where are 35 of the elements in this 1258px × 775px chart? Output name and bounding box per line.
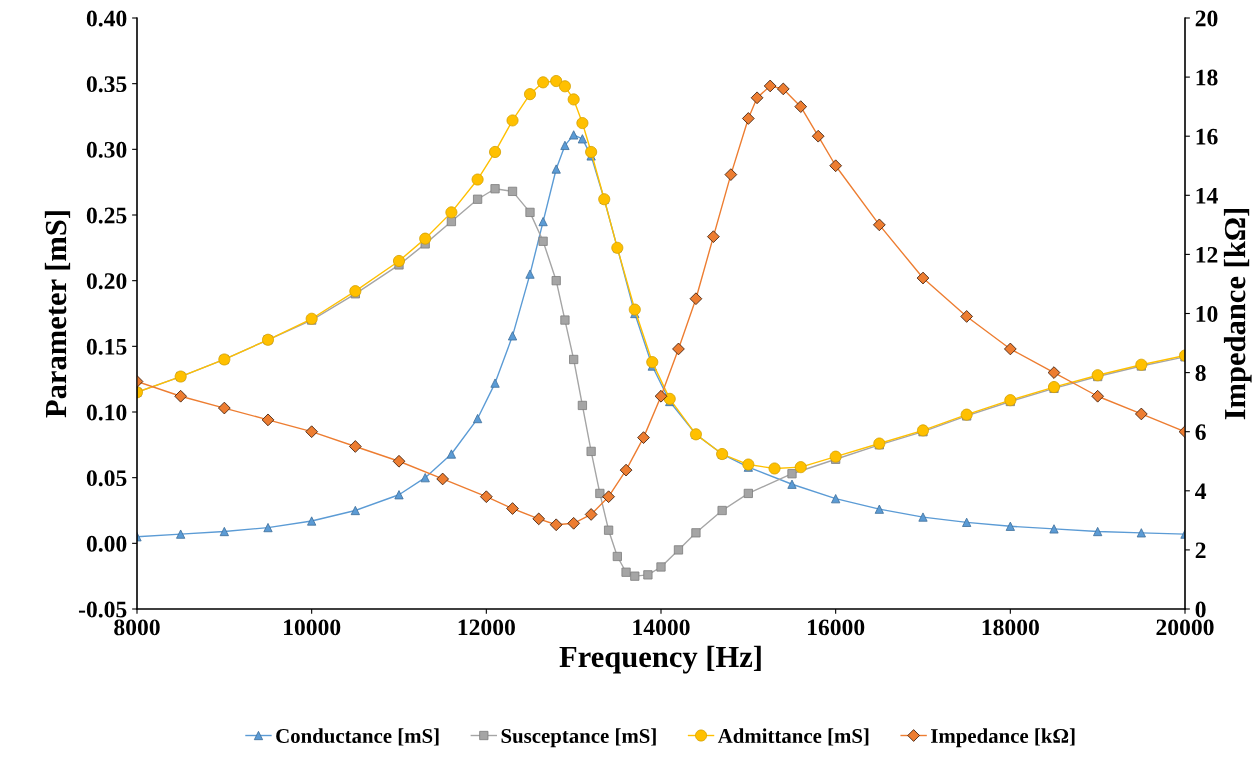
x-tick-label: 12000 bbox=[458, 619, 515, 636]
y-axis-title: Parameter [mS] bbox=[44, 211, 71, 418]
x-tick-label: 18000 bbox=[982, 619, 1039, 636]
y2-tick-label: 12 bbox=[1196, 246, 1218, 263]
y-tick-label: 0.35 bbox=[86, 76, 127, 93]
y2-tick-label: 18 bbox=[1196, 69, 1218, 86]
x-axis-title: Frequency [Hz] bbox=[559, 645, 761, 674]
y2-tick-label: 2 bbox=[1195, 542, 1206, 559]
y2-tick-label: 16 bbox=[1196, 128, 1218, 145]
x-tick-label: 8000 bbox=[114, 619, 160, 636]
y2-tick-label: 20 bbox=[1195, 10, 1218, 27]
y2-axis-title: Impedance [kΩ] bbox=[1223, 208, 1252, 420]
x-tick-label: 14000 bbox=[633, 619, 690, 636]
x-tick-label: 10000 bbox=[284, 619, 341, 636]
y2-tick-label: 6 bbox=[1195, 424, 1206, 441]
y2-tick-label: 10 bbox=[1196, 305, 1218, 322]
y2-tick-label: 14 bbox=[1196, 187, 1218, 204]
legend-label: Impedance [kΩ] bbox=[931, 728, 1075, 748]
x-tick-label: 20000 bbox=[1156, 619, 1214, 636]
legend-label: Susceptance [mS] bbox=[501, 728, 656, 748]
y-tick-label: -0.05 bbox=[78, 601, 127, 618]
y-tick-label: 0.05 bbox=[86, 470, 127, 487]
y-tick-label: 0.20 bbox=[86, 273, 127, 290]
y2-tick-label: 0 bbox=[1195, 601, 1206, 618]
y-tick-label: 0.30 bbox=[86, 141, 127, 158]
y-tick-label: 0.10 bbox=[86, 404, 127, 421]
y2-tick-label: 8 bbox=[1195, 365, 1206, 382]
y-tick-label: 0.00 bbox=[86, 535, 127, 552]
y2-tick-label: 4 bbox=[1195, 483, 1207, 499]
y-tick-label: 0.40 bbox=[86, 10, 127, 27]
y-tick-label: 0.15 bbox=[86, 338, 127, 355]
legend-label: Admittance [mS] bbox=[717, 728, 869, 746]
y-tick-label: 0.25 bbox=[86, 207, 127, 224]
x-tick-label: 16000 bbox=[808, 619, 865, 636]
legend-label: Conductance [mS] bbox=[276, 728, 439, 746]
